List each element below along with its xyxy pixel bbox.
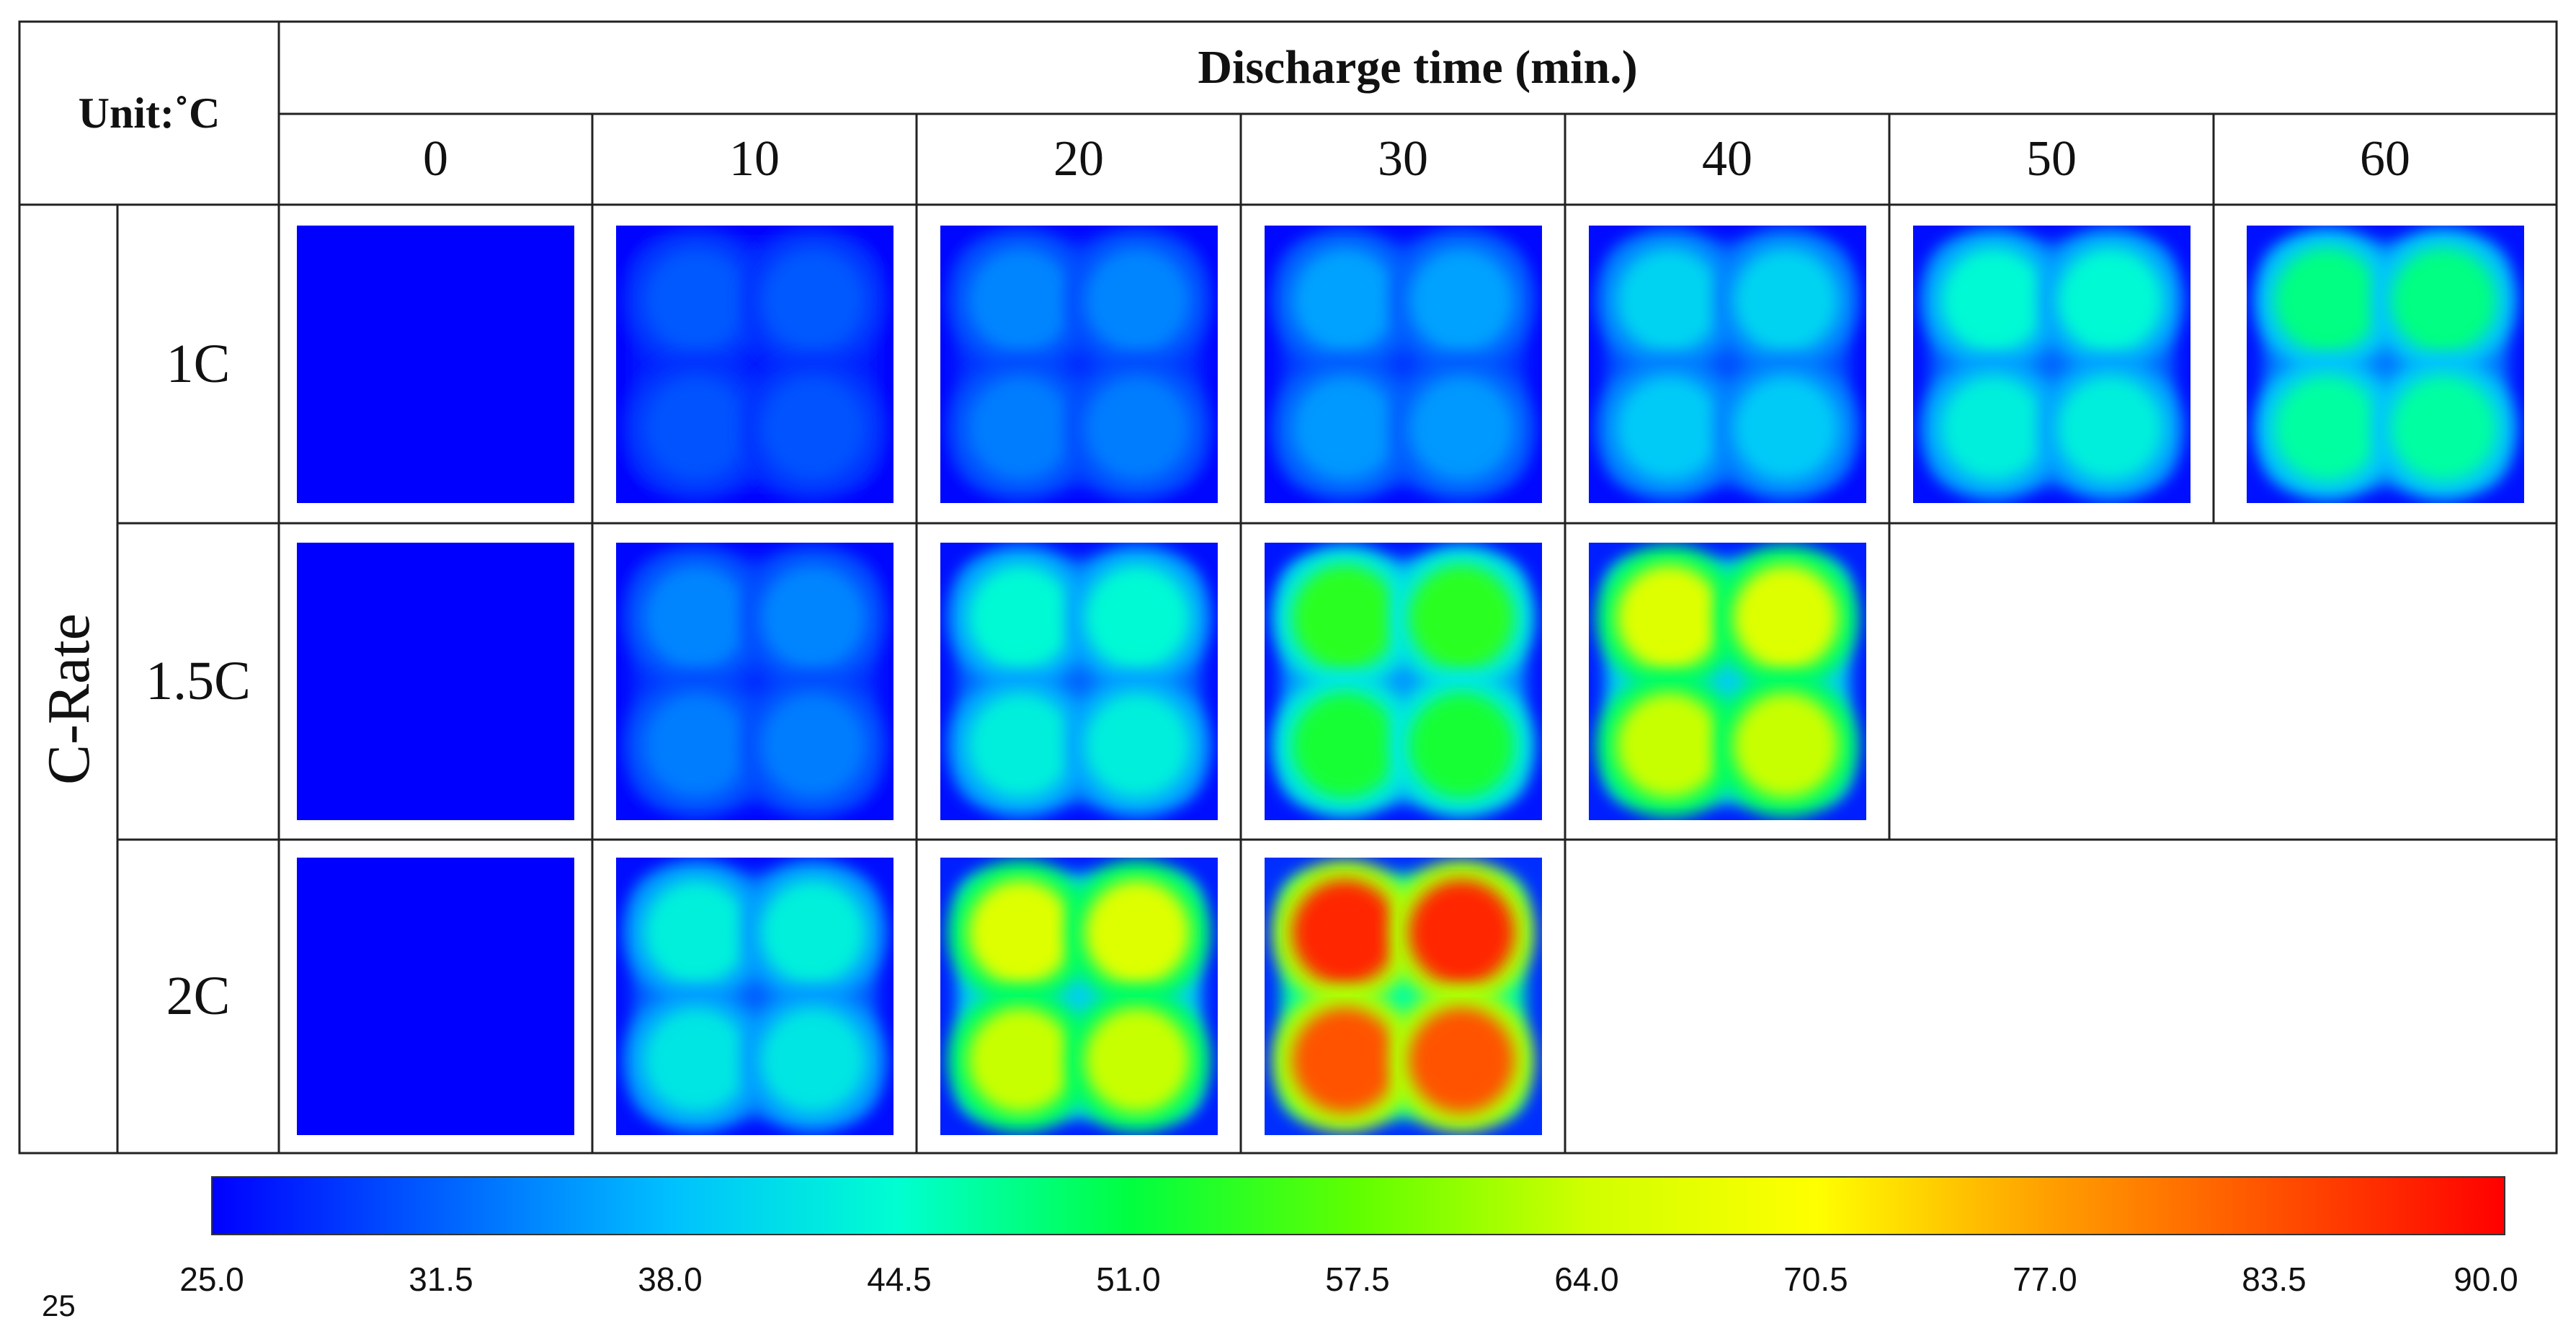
colorbar-tick: 90.0 xyxy=(2454,1260,2518,1298)
thermal-map-2C-10 xyxy=(615,858,893,1135)
thermal-map-1.5C-10 xyxy=(615,543,893,820)
row-label-1c: 1C xyxy=(166,333,231,394)
row-label-1-5c: 1.5C xyxy=(146,651,251,711)
colorbar-tick: 31.5 xyxy=(409,1260,473,1298)
thermal-map-1.5C-40 xyxy=(1588,543,1866,820)
time-col-0: 0 xyxy=(423,131,448,187)
thermal-map-2C-30 xyxy=(1264,858,1542,1135)
colorbar-tick: 44.5 xyxy=(867,1260,932,1298)
page-number: 25 xyxy=(42,1289,76,1322)
colorbar-tick: 64.0 xyxy=(1554,1260,1619,1298)
colorbar-tick: 38.0 xyxy=(638,1260,703,1298)
thermal-map-1C-0 xyxy=(297,225,574,503)
time-col-50: 50 xyxy=(2026,131,2077,187)
colorbar-tick: 77.0 xyxy=(2013,1260,2077,1298)
thermal-map-2C-0 xyxy=(297,858,574,1135)
thermal-map-1.5C-20 xyxy=(940,543,1218,820)
colorbar-tick: 51.0 xyxy=(1096,1260,1161,1298)
time-col-10: 10 xyxy=(729,131,780,187)
time-col-60: 60 xyxy=(2360,131,2410,187)
thermal-map-2C-20 xyxy=(940,858,1218,1135)
colorbar-tick: 70.5 xyxy=(1783,1260,1848,1298)
colorbar-tick: 57.5 xyxy=(1325,1260,1390,1298)
discharge-time-header: Discharge time (min.) xyxy=(1198,41,1638,94)
thermal-map-1C-50 xyxy=(1912,225,2191,503)
colorbar-tick: 83.5 xyxy=(2242,1260,2307,1298)
thermal-map-1C-30 xyxy=(1264,225,1542,503)
thermal-map-1C-60 xyxy=(2246,225,2524,503)
colorbar xyxy=(211,1176,2505,1235)
time-col-30: 30 xyxy=(1378,131,1428,187)
thermal-map-1.5C-30 xyxy=(1264,543,1542,820)
time-col-40: 40 xyxy=(1702,131,1752,187)
colorbar-tick: 25.0 xyxy=(179,1260,244,1298)
time-col-20: 20 xyxy=(1053,131,1104,187)
thermal-map-1C-10 xyxy=(615,225,893,503)
thermal-map-1C-20 xyxy=(940,225,1218,503)
colorbar-gradient xyxy=(211,1176,2505,1235)
c-rate-label: C-Rate xyxy=(35,613,102,785)
row-label-2c: 2C xyxy=(166,966,231,1026)
unit-label: Unit:˚C xyxy=(78,89,220,137)
thermal-map-1.5C-0 xyxy=(297,543,574,820)
thermal-map-1C-40 xyxy=(1588,225,1866,503)
